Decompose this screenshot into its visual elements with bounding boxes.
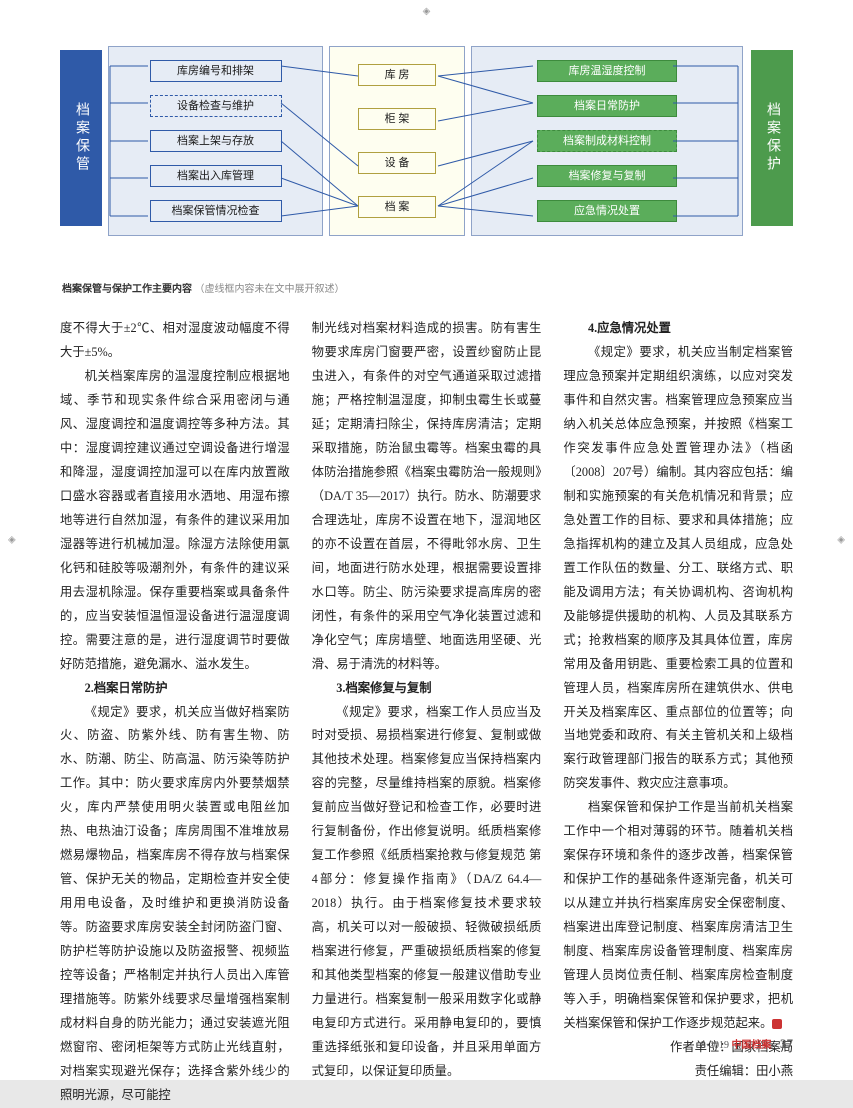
diagram: 档案保管 档案保护 库房编号和排架设备检查与维护档案上架与存放档案出入库管理档案… xyxy=(60,40,793,272)
editor: 责任编辑：田小燕 xyxy=(563,1060,793,1084)
diagram-caption: 档案保管与保护工作主要内容 （虚线框内容未在文中展开叙述） xyxy=(62,280,793,295)
footer: 8·2019 中国档案 37 xyxy=(701,1036,793,1052)
pre-line: 度不得大于±2℃、相对湿度波动幅度不得大于±5%。 xyxy=(60,317,290,365)
sec3: 3.档案修复与复制 xyxy=(312,677,542,701)
diagram-box: 库房编号和排架 xyxy=(150,60,282,82)
diagram-box: 档案日常防护 xyxy=(537,95,677,117)
diagram-right-bar: 档案保护 xyxy=(751,50,793,226)
diagram-box: 设备检查与维护 xyxy=(150,95,282,117)
diagram-left-bar: 档案保管 xyxy=(60,50,102,226)
col-2: 制光线对档案材料造成的损害。防有害生物要求库房门窗要严密，设置纱窗防止昆虫进入，… xyxy=(312,317,542,1108)
p1: 机关档案库房的温湿度控制应根据地域、季节和现实条件综合采用密闭与通风、湿度调控和… xyxy=(60,365,290,677)
page: ◈ ◈ ◈ 档案保管 档案保护 库房编号和排架设备检查与维护档案上架与存放档案出… xyxy=(0,0,853,1080)
p4: 《规定》要求，机关应当制定档案管理应急预案并定期组织演练，以应对突发事件和自然灾… xyxy=(563,341,793,796)
diagram-box: 档案保管情况检查 xyxy=(150,200,282,222)
col-1: 度不得大于±2℃、相对湿度波动幅度不得大于±5%。 机关档案库房的温湿度控制应根… xyxy=(60,317,290,1108)
caption-bold: 档案保管与保护工作主要内容 xyxy=(62,284,192,295)
diagram-box: 库房温湿度控制 xyxy=(537,60,677,82)
issue: 8·2019 xyxy=(701,1040,729,1051)
c2a: 制光线对档案材料造成的损害。防有害生物要求库房门窗要严密，设置纱窗防止昆虫进入，… xyxy=(312,317,542,677)
p5: 档案保管和保护工作是当前机关档案工作中一个相对薄弱的环节。随着机关档案保存环境和… xyxy=(563,796,793,1036)
page-number: 37 xyxy=(780,1036,793,1051)
reg-mark-left: ◈ xyxy=(8,535,16,546)
diagram-box: 档案上架与存放 xyxy=(150,130,282,152)
diagram-panel-mid: 库 房柜 架设 备档 案 xyxy=(329,46,465,236)
diagram-box: 档案出入库管理 xyxy=(150,165,282,187)
body-columns: 度不得大于±2℃、相对湿度波动幅度不得大于±5%。 机关档案库房的温湿度控制应根… xyxy=(60,317,793,1108)
reg-mark-top: ◈ xyxy=(423,6,431,17)
sec2: 2.档案日常防护 xyxy=(60,677,290,701)
reg-mark-right: ◈ xyxy=(837,535,845,546)
sec4: 4.应急情况处置 xyxy=(563,317,793,341)
diagram-box: 档 案 xyxy=(358,196,436,218)
col-3: 4.应急情况处置 《规定》要求，机关应当制定档案管理应急预案并定期组织演练，以应… xyxy=(563,317,793,1108)
caption-note: （虚线框内容未在文中展开叙述） xyxy=(195,284,345,295)
diagram-box: 档案修复与复制 xyxy=(537,165,677,187)
diagram-box: 设 备 xyxy=(358,152,436,174)
diagram-box: 应急情况处置 xyxy=(537,200,677,222)
p3: 《规定》要求，档案工作人员应当及时对受损、易损档案进行修复、复制或做其他技术处理… xyxy=(312,701,542,1085)
diagram-box: 档案制成材料控制 xyxy=(537,130,677,152)
p2: 《规定》要求，机关应当做好档案防火、防盗、防紫外线、防有害生物、防水、防潮、防尘… xyxy=(60,701,290,1108)
diagram-box: 库 房 xyxy=(358,64,436,86)
end-mark-icon xyxy=(772,1019,782,1029)
diagram-box: 柜 架 xyxy=(358,108,436,130)
diagram-panel-left: 库房编号和排架设备检查与维护档案上架与存放档案出入库管理档案保管情况检查 xyxy=(108,46,323,236)
diagram-panel-right: 库房温湿度控制档案日常防护档案制成材料控制档案修复与复制应急情况处置 xyxy=(471,46,743,236)
magazine: 中国档案 xyxy=(732,1040,772,1051)
